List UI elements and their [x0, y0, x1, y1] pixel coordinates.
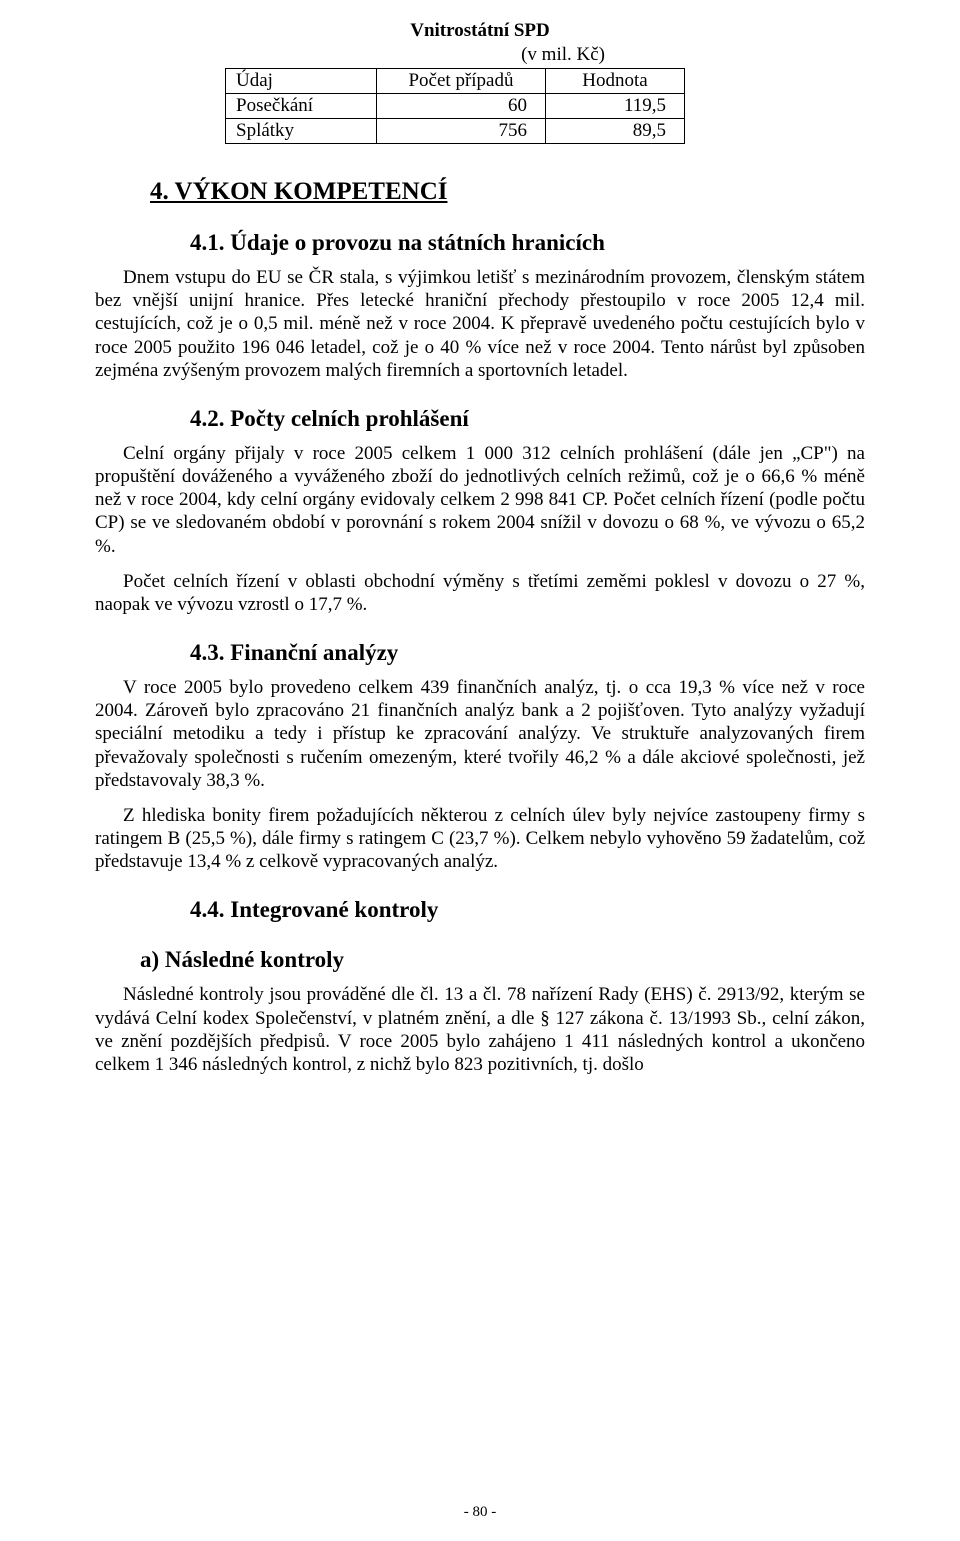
- table-title: Vnitrostátní SPD: [95, 20, 865, 42]
- section-4-heading: 4. VÝKON KOMPETENCÍ: [150, 178, 865, 206]
- page: Vnitrostátní SPD (v mil. Kč) Údaj Počet …: [0, 0, 960, 1541]
- th-hodnota: Hodnota: [546, 69, 685, 94]
- subsection-4-1-heading: 4.1. Údaje o provozu na státních hranicí…: [190, 230, 865, 256]
- table-unit: (v mil. Kč): [95, 44, 865, 66]
- th-udaj: Údaj: [226, 69, 377, 94]
- th-pocet: Počet případů: [377, 69, 546, 94]
- subsection-4-4-heading: 4.4. Integrované kontroly: [190, 897, 865, 923]
- table-row: Splátky 756 89,5: [226, 119, 685, 144]
- cell-udaj: Posečkání: [226, 94, 377, 119]
- table-row: Posečkání 60 119,5: [226, 94, 685, 119]
- cell-pocet: 756: [377, 119, 546, 144]
- spd-table: Údaj Počet případů Hodnota Posečkání 60 …: [225, 68, 685, 144]
- paragraph: V roce 2005 bylo provedeno celkem 439 fi…: [95, 676, 865, 792]
- paragraph: Počet celních řízení v oblasti obchodní …: [95, 570, 865, 616]
- cell-udaj: Splátky: [226, 119, 377, 144]
- subsection-4-4-a-heading: a) Následné kontroly: [140, 947, 865, 973]
- paragraph: Dnem vstupu do EU se ČR stala, s výjimko…: [95, 266, 865, 382]
- page-number: - 80 -: [0, 1504, 960, 1521]
- paragraph: Celní orgány přijaly v roce 2005 celkem …: [95, 442, 865, 558]
- subsection-4-3-heading: 4.3. Finanční analýzy: [190, 640, 865, 666]
- cell-pocet: 60: [377, 94, 546, 119]
- cell-hodnota: 89,5: [546, 119, 685, 144]
- cell-hodnota: 119,5: [546, 94, 685, 119]
- paragraph: Následné kontroly jsou prováděné dle čl.…: [95, 983, 865, 1076]
- subsection-4-2-heading: 4.2. Počty celních prohlášení: [190, 406, 865, 432]
- table-header-row: Údaj Počet případů Hodnota: [226, 69, 685, 94]
- paragraph: Z hlediska bonity firem požadujících něk…: [95, 804, 865, 874]
